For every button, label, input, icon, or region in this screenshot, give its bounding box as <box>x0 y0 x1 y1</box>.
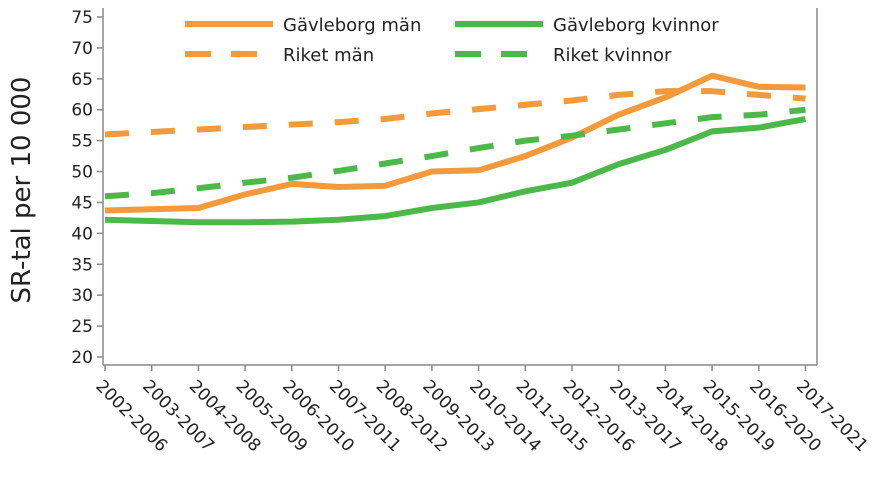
y-tick-label: 20 <box>71 348 93 368</box>
series-line-2 <box>104 88 806 138</box>
legend: Gävleborg män Gävleborg kvinnor Riket män R… <box>185 15 719 66</box>
y-tick-label: 50 <box>71 163 93 183</box>
y-tick-label: 70 <box>71 39 93 59</box>
y-tick-label: 60 <box>71 101 93 121</box>
y-tick-label: 35 <box>71 255 93 275</box>
legend-label: Gävleborg män <box>283 15 421 36</box>
series-line-1 <box>104 116 807 226</box>
y-tick-label: 65 <box>71 70 93 90</box>
series-line-0 <box>104 72 806 214</box>
y-tick-label: 40 <box>71 224 93 244</box>
y-tick-label: 55 <box>71 132 93 152</box>
series-lines <box>104 72 807 226</box>
legend-label: Gävleborg kvinnor <box>553 15 719 36</box>
y-tick-label: 45 <box>71 193 93 213</box>
y-tick-label: 25 <box>71 317 93 337</box>
legend-label: Riket kvinnor <box>553 45 672 66</box>
y-axis-label: SR-tal per 10 000 <box>7 77 37 304</box>
legend-label: Riket män <box>283 45 374 66</box>
series-line-3 <box>104 106 806 200</box>
axes: 2025303540455055606570752002-20062003-20… <box>71 8 872 456</box>
y-tick-label: 75 <box>71 8 93 28</box>
y-tick-label: 30 <box>71 286 93 306</box>
